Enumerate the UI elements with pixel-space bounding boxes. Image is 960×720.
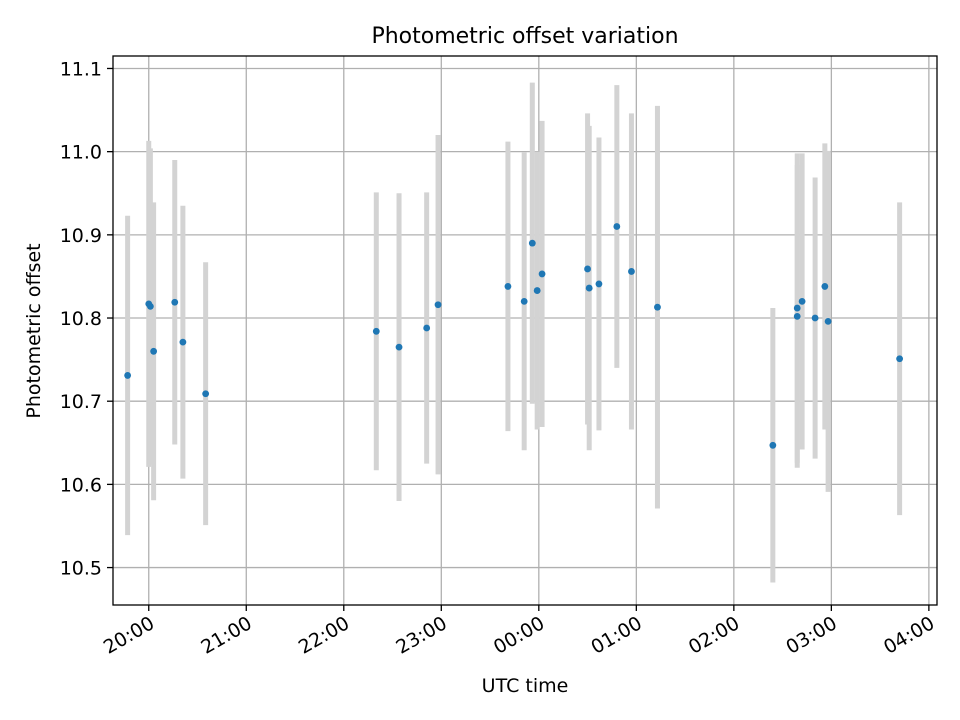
y-axis-label: Photometric offset: [23, 243, 45, 418]
data-point: [124, 372, 132, 379]
data-points: [124, 223, 904, 449]
data-point: [520, 297, 528, 305]
data-point: [821, 283, 829, 290]
data-point: [585, 284, 593, 292]
x-axis-label: UTC time: [482, 675, 569, 697]
data-point: [793, 304, 801, 312]
data-point: [504, 283, 512, 290]
y-axis: 10.5 10.6 10.7 10.8 10.9 11.0 11.1: [60, 58, 113, 580]
y-tick-label: 10.8: [60, 308, 102, 330]
data-point: [793, 312, 801, 320]
data-point: [202, 390, 210, 398]
data-point: [798, 297, 806, 305]
y-tick-label: 11.0: [60, 142, 102, 164]
data-point: [538, 270, 546, 278]
data-point: [171, 298, 179, 306]
data-point: [434, 301, 442, 309]
data-point: [654, 303, 661, 311]
data-point: [179, 338, 187, 346]
data-point: [423, 324, 431, 332]
data-point: [613, 223, 621, 230]
data-point: [372, 327, 380, 335]
y-tick-label: 10.9: [60, 225, 102, 247]
data-point: [811, 314, 819, 322]
chart-title: Photometric offset variation: [371, 24, 678, 49]
data-point: [150, 347, 158, 355]
data-point: [395, 343, 403, 351]
y-tick-label: 10.7: [60, 391, 102, 413]
data-point: [769, 441, 777, 449]
data-point: [824, 317, 832, 325]
y-tick-label: 10.5: [60, 558, 102, 580]
plot-frame: [112, 55, 938, 606]
y-tick-label: 10.6: [60, 474, 102, 496]
data-point: [628, 268, 635, 275]
data-point: [533, 287, 541, 294]
data-point: [896, 355, 904, 363]
data-point: [146, 302, 154, 310]
data-point: [528, 239, 536, 247]
data-point: [584, 265, 591, 273]
data-point: [595, 280, 603, 288]
y-tick-label: 11.1: [60, 58, 102, 80]
